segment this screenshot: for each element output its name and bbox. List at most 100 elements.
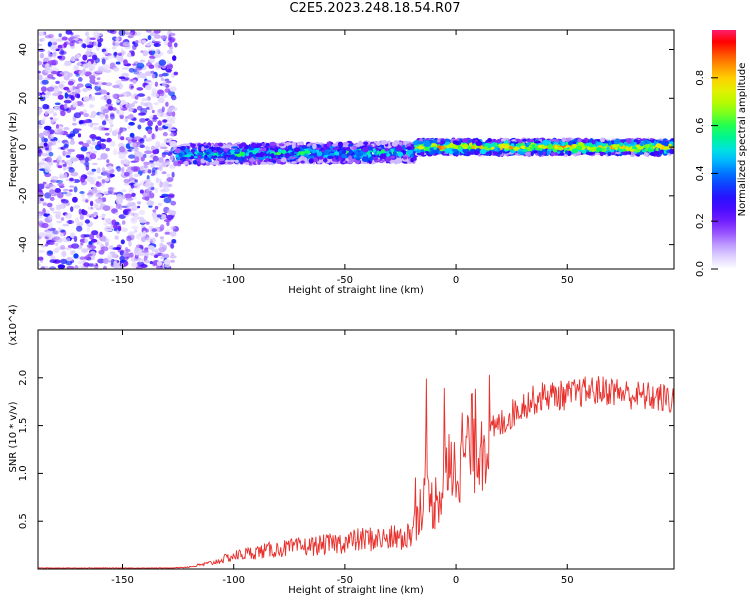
noise-cell xyxy=(157,127,164,131)
noise-cell xyxy=(70,206,74,212)
noise-cell xyxy=(42,116,47,122)
signal-cell xyxy=(596,142,602,146)
signal-cell xyxy=(547,145,554,149)
noise-cell xyxy=(74,86,80,90)
noise-cell xyxy=(137,124,142,130)
noise-cell xyxy=(113,224,118,230)
signal-cell xyxy=(510,149,516,154)
noise-cell xyxy=(101,127,107,131)
noise-cell xyxy=(150,173,155,177)
noise-cell xyxy=(148,64,155,69)
noise-cell xyxy=(149,261,153,265)
noise-cell xyxy=(106,159,110,164)
signal-cell xyxy=(291,142,296,146)
noise-cell xyxy=(49,38,58,43)
noise-cell xyxy=(128,67,135,73)
signal-cell xyxy=(561,137,566,143)
noise-cell xyxy=(80,146,88,152)
noise-cell xyxy=(157,97,165,104)
noise-cell xyxy=(104,114,109,120)
noise-cell xyxy=(170,154,174,161)
noise-cell xyxy=(111,219,117,226)
noise-cell xyxy=(75,128,82,131)
signal-cell xyxy=(590,147,597,152)
signal-cell xyxy=(269,159,273,162)
noise-cell xyxy=(166,214,174,220)
noise-cell xyxy=(160,77,165,82)
signal-cell xyxy=(623,139,627,142)
noise-cell xyxy=(170,243,175,249)
noise-cell xyxy=(117,52,122,56)
noise-cell xyxy=(155,48,161,54)
signal-cell xyxy=(441,145,446,150)
y-tick-label: -20 xyxy=(18,188,29,204)
noise-cell xyxy=(38,263,41,267)
noise-cell xyxy=(156,260,163,266)
signal-cell xyxy=(260,143,265,147)
noise-cell xyxy=(125,168,131,173)
noise-cell xyxy=(68,166,74,170)
signal-cell xyxy=(240,157,246,162)
signal-cell xyxy=(256,143,262,148)
noise-cell xyxy=(154,232,159,238)
noise-cell xyxy=(38,162,46,165)
noise-cell xyxy=(144,170,148,174)
noise-cell xyxy=(141,236,146,243)
noise-cell xyxy=(105,147,110,152)
noise-cell xyxy=(46,202,53,208)
noise-cell xyxy=(117,83,124,90)
noise-cell xyxy=(139,59,146,63)
signal-cell xyxy=(613,139,621,145)
x-tick-label: -50 xyxy=(337,575,353,586)
noise-cell xyxy=(38,31,45,36)
noise-cell xyxy=(45,63,50,68)
noise-cell xyxy=(88,233,93,240)
signal-cell xyxy=(637,152,643,155)
colorbar-tick-label: 0.4 xyxy=(695,165,706,181)
signal-cell xyxy=(289,156,297,159)
signal-cell xyxy=(601,142,607,147)
noise-cell xyxy=(153,114,157,118)
noise-cell xyxy=(123,59,128,65)
noise-cell xyxy=(105,82,113,87)
signal-cell xyxy=(178,152,183,158)
noise-cell xyxy=(69,185,75,188)
noise-cell xyxy=(119,103,123,110)
signal-cell xyxy=(533,150,538,154)
noise-cell xyxy=(54,102,61,106)
noise-cell xyxy=(98,113,105,118)
signal-cell xyxy=(659,149,664,154)
noise-cell xyxy=(92,150,98,154)
signal-cell xyxy=(500,138,506,142)
signal-cell xyxy=(582,140,587,144)
noise-cell xyxy=(115,212,119,216)
noise-cell xyxy=(100,153,108,160)
noise-cell xyxy=(126,203,132,208)
noise-cell xyxy=(99,231,103,237)
noise-cell xyxy=(84,71,92,76)
noise-cell xyxy=(41,222,49,229)
noise-cell xyxy=(145,221,150,225)
noise-cell xyxy=(38,256,44,261)
signal-cell xyxy=(347,143,354,147)
noise-cell xyxy=(102,170,110,176)
signal-cell xyxy=(395,145,403,151)
noise-cell xyxy=(63,99,72,104)
noise-cell xyxy=(86,214,91,217)
noise-cell xyxy=(109,251,116,255)
noise-cell xyxy=(125,32,134,35)
noise-cell xyxy=(55,80,60,85)
y-tick-label: 0.5 xyxy=(18,513,29,529)
noise-cell xyxy=(68,39,73,42)
signal-cell xyxy=(462,143,469,150)
noise-cell xyxy=(142,230,147,237)
noise-cell xyxy=(143,135,147,139)
noise-cell xyxy=(84,156,90,163)
noise-cell xyxy=(86,226,90,233)
noise-cell xyxy=(64,151,68,155)
signal-cell xyxy=(380,149,386,154)
signal-cell xyxy=(529,144,533,148)
signal-cell xyxy=(636,144,640,148)
x-tick-label: 0 xyxy=(453,275,459,286)
noise-cell xyxy=(166,220,170,227)
